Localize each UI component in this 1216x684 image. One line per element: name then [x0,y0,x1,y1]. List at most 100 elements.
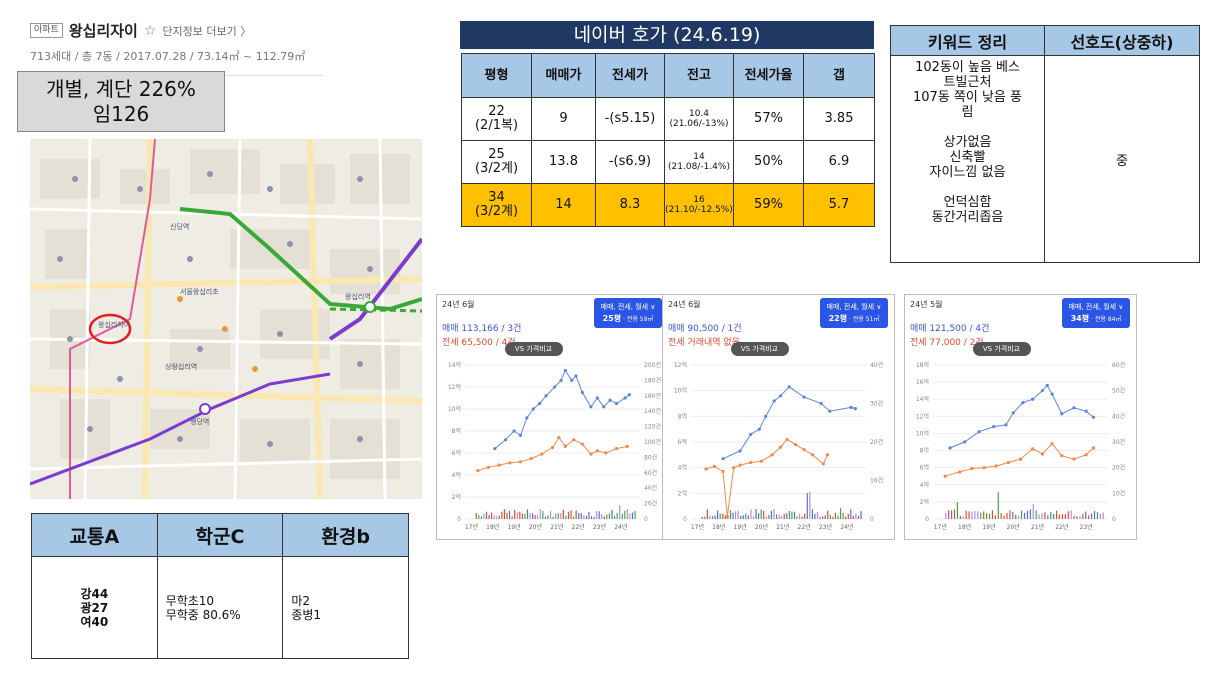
volume-bar [1020,510,1023,519]
volume-bar [496,516,498,519]
volume-bar [717,510,719,519]
volume-bar [485,511,488,519]
selector-size: 25평 [602,314,622,323]
price-chart-card-25[interactable]: 24년 6월 매매 113,166 / 3건 전세 65,500 / 4건 매매, 전… [436,294,669,540]
volume-bar [526,509,529,519]
volume-bar [1076,516,1078,519]
y-left-tick: 4억 [920,481,929,489]
volume-bar [1102,512,1104,519]
sale-point [721,457,725,461]
cell-size: 22 (2/1복) [461,97,532,141]
volume-bar [760,509,762,519]
cell-sale: 9 [531,97,596,141]
x-tick: 21년 [1031,523,1044,531]
sale-point [1031,397,1035,401]
volume-bar [822,516,824,519]
x-tick: 21년 [776,523,789,531]
sale-point [849,405,853,409]
volume-bar [758,513,760,519]
chart-rent-summary: 전세 77,000 / 2건 [910,338,984,348]
sale-point [589,405,593,409]
x-tick: 20년 [529,523,542,531]
cell-gap: 5.7 [803,183,875,227]
volume-bar [521,513,523,519]
volume-bar [501,511,503,519]
volume-bar [714,515,716,519]
rent-point [958,470,962,474]
sale-point [602,405,606,409]
rent-point [1006,460,1010,465]
volume-bar [814,513,816,519]
score-table: 교통A 학군C 환경b 강44 광27 여40 무학초10 무학중 80.6% … [31,513,409,659]
volume-bar [1067,511,1069,519]
sale-point [779,394,783,398]
rent-point [725,514,729,519]
map-label-station-1: 상왕십리역 [165,362,197,371]
y-left-tick: 18억 [916,361,929,369]
rent-point [732,466,736,470]
complex-info-link[interactable]: 단지정보 더보기 〉 [162,24,252,38]
volume-bar [567,511,570,519]
volume-bar [626,509,628,519]
volume-bar [519,511,521,519]
volume-bar [734,511,737,519]
rent-point [540,452,544,456]
volume-bar [1047,515,1049,519]
volume-bar [585,515,587,519]
volume-bar [537,514,539,519]
prev-high-sub: (21.10/-12.5%) [665,205,733,215]
size-sub: (2/1복) [474,118,519,133]
school-line: 무학초10 [165,593,215,608]
price-chart-card-34[interactable]: 24년 5월 매매 121,500 / 4건 전세 77,000 / 2건 매매, 전… [904,294,1137,540]
y-left-tick: 0 [683,516,687,523]
rent-line [705,438,829,517]
volume-bar [611,509,613,519]
location-map[interactable]: 왕십리자이 서울왕십리초 상왕십리역 행당역 신당역 왕십리역 [30,139,422,499]
volume-bar [488,515,490,519]
compare-price-button[interactable]: VS 가격비교 [504,342,563,356]
volume-bar [621,513,623,519]
sale-point [1091,415,1096,419]
map-label-target: 왕십리자이 [98,320,130,329]
naver-price-title: 네이버 호가 (24.6.19) [460,21,874,49]
volume-bar [819,516,821,519]
favorite-star-icon[interactable]: ☆ [143,22,157,39]
x-tick: 23년 [593,523,606,531]
sale-point [574,374,578,378]
volume-bar [516,512,518,519]
volume-bar [1003,515,1005,519]
volume-bar [511,516,513,519]
prev-high-value: 10.4 [688,109,710,119]
price-chart-card-22[interactable]: 24년 6월 매매 90,500 / 1건 전세 거래내역 없음 매매, 전세, 월세… [662,294,895,540]
trade-type-selector[interactable]: 매매, 전세, 월세 ∨ 22평 · 전용 51㎡ [820,298,888,328]
trade-type-selector[interactable]: 매매, 전세, 월세 ∨ 34평 · 전용 84㎡ [1062,298,1130,328]
sale-point [749,432,753,436]
sale-point [525,416,529,420]
preference-value: 중 [1044,55,1200,263]
rent-point [1031,447,1035,451]
sale-point [623,396,627,400]
transport-line: 여40 [80,614,109,629]
col-prev-high: 전고 [664,53,734,98]
volume-bar [783,513,785,519]
size-sub: (3/2계) [474,204,519,219]
volume-bar [945,512,947,519]
x-tick: 18년 [958,523,971,531]
volume-bar [729,510,732,519]
y-right-tick: 20건 [644,500,657,508]
prev-high-sub: (21.08/-1.4%) [668,162,730,172]
volume-bar [742,515,744,519]
volume-bar [572,516,575,519]
x-tick: 23년 [819,523,832,531]
trade-type-selector[interactable]: 매매, 전세, 월세 ∨ 25평 · 전용 59㎡ [594,298,662,328]
y-right-tick: 30건 [1112,438,1125,446]
volume-bar [1053,514,1055,519]
volume-bar [1070,510,1072,519]
compare-price-button[interactable]: VS 가격비교 [730,342,789,356]
header-environment: 환경b [282,513,409,557]
prev-high-value: 16 [693,195,705,205]
size-value: 22 [488,104,505,119]
compare-price-button[interactable]: VS 가격비교 [972,342,1031,356]
volume-bar [1088,515,1090,519]
volume-bar [624,510,626,519]
